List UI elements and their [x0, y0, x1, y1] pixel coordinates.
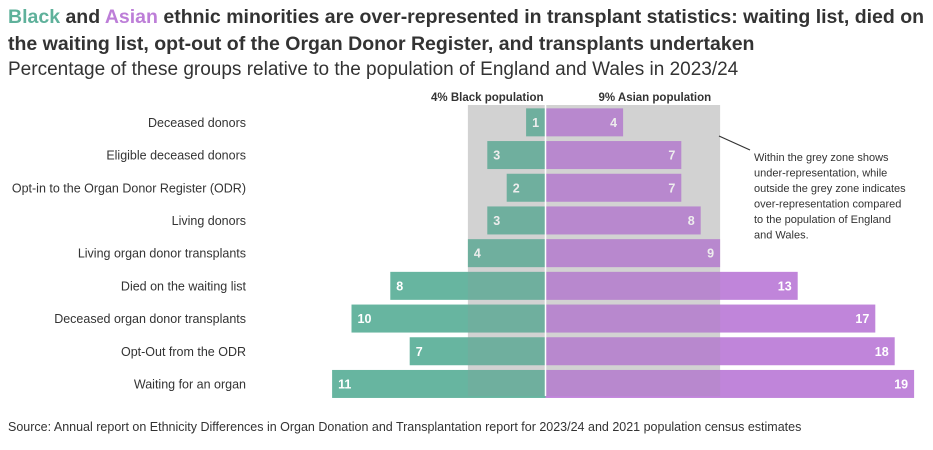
reference-label-asian: 9% Asian population — [599, 92, 712, 104]
value-label-black: 1 — [532, 116, 539, 130]
annotation-line: Within the grey zone shows — [754, 152, 889, 164]
bar-asian — [545, 271, 798, 300]
value-label-asian: 17 — [855, 312, 869, 326]
value-label-asian: 8 — [688, 214, 695, 228]
bar-black — [487, 206, 546, 235]
annotation-line: and Wales. — [754, 230, 809, 242]
value-label-black: 3 — [493, 214, 500, 228]
value-label-asian: 7 — [668, 149, 675, 163]
source-note: Source: Annual report on Ethnicity Diffe… — [8, 420, 802, 434]
value-label-asian: 18 — [875, 345, 889, 359]
annotation-line: outside the grey zone indicates — [754, 183, 906, 195]
bar-asian — [545, 337, 895, 366]
grey-zone-overlay — [467, 105, 721, 396]
bar-black — [351, 304, 546, 333]
value-label-asian: 4 — [610, 116, 617, 130]
bar-asian — [545, 206, 701, 235]
value-label-asian: 7 — [668, 181, 675, 195]
category-label: Opt-Out from the ODR — [121, 345, 246, 359]
chart-subtitle: Percentage of these groups relative to t… — [8, 59, 739, 80]
value-label-black: 4 — [474, 247, 481, 261]
value-label-black: 3 — [493, 149, 500, 163]
value-label-black: 7 — [416, 345, 423, 359]
value-label-black: 10 — [358, 312, 372, 326]
category-label: Waiting for an organ — [134, 377, 246, 391]
annotation-text: Within the grey zone shows under-represen… — [754, 152, 906, 242]
bar-black — [332, 369, 546, 398]
value-label-asian: 19 — [894, 377, 908, 391]
bar-black — [487, 141, 546, 170]
bar-asian — [545, 304, 876, 333]
value-label-asian: 13 — [778, 279, 792, 293]
value-label-asian: 9 — [707, 247, 714, 261]
title-rest: ethnic minorities are over-represented i… — [8, 6, 925, 55]
category-label: Died on the waiting list — [121, 279, 247, 293]
bar-asian — [545, 173, 682, 202]
bar-black — [506, 173, 546, 202]
bar-asian — [545, 239, 721, 268]
category-label: Opt-in to the Organ Donor Register (ODR) — [12, 181, 246, 195]
bar-asian — [545, 369, 915, 398]
title-and-word: and — [60, 6, 105, 28]
annotation-line: over-representation compared — [754, 199, 901, 211]
bar-black — [390, 271, 546, 300]
reference-label-black: 4% Black population — [431, 92, 543, 104]
annotation-line: to the population of England — [754, 214, 891, 226]
value-label-black: 11 — [338, 377, 351, 391]
bar-black — [467, 239, 546, 268]
category-label: Living donors — [172, 214, 246, 228]
annotation-line: under-representation, while — [754, 168, 887, 180]
value-label-black: 8 — [396, 279, 403, 293]
chart-title: Black and Asian ethnic minorities are ov… — [8, 4, 928, 58]
bar-black — [526, 108, 546, 137]
category-label: Deceased donors — [148, 116, 246, 130]
bar-asian — [545, 108, 624, 137]
bar-black — [409, 337, 546, 366]
category-label: Deceased organ donor transplants — [54, 312, 246, 326]
value-label-black: 2 — [513, 181, 520, 195]
category-label: Eligible deceased donors — [106, 149, 246, 163]
bar-asian — [545, 141, 682, 170]
title-black-word: Black — [8, 6, 61, 28]
title-asian-word: Asian — [104, 6, 158, 28]
category-label: Living organ donor transplants — [78, 247, 246, 261]
annotation-leader-line — [718, 135, 751, 151]
